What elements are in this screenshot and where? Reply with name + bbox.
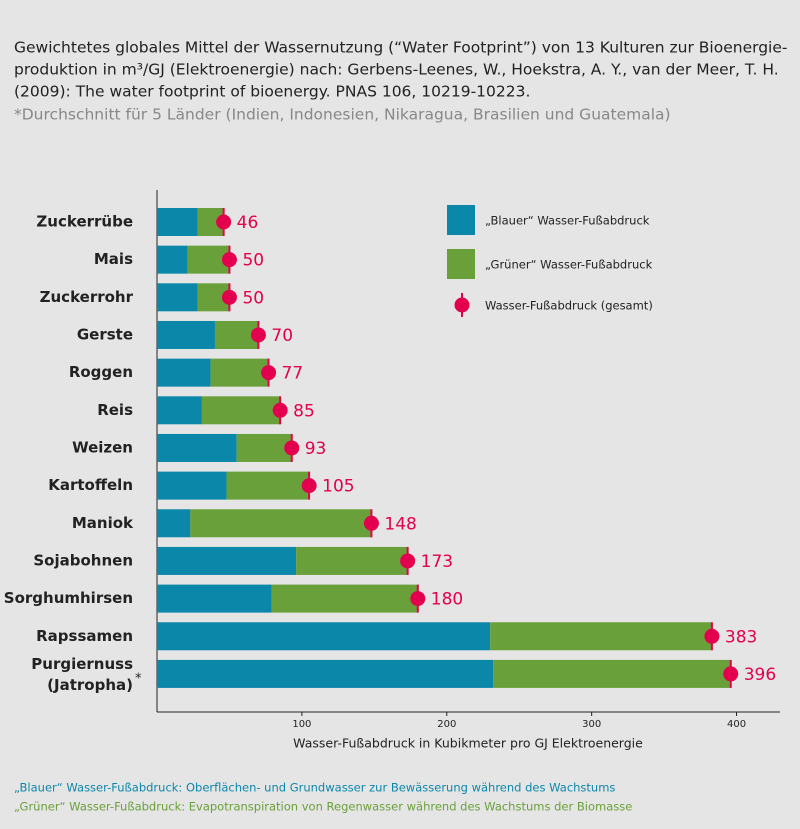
legend-swatch: [447, 205, 475, 235]
total-label: 70: [271, 326, 293, 346]
category-label: Zuckerrübe: [36, 213, 133, 231]
legend-label: „Blauer“ Wasser-Fußabdruck: [485, 214, 650, 228]
total-label: 396: [744, 665, 776, 685]
blue-bar: [157, 546, 297, 575]
green-bar: [226, 471, 310, 500]
total-label: 85: [293, 401, 315, 421]
total-label: 105: [322, 477, 354, 497]
total-label: 46: [237, 213, 259, 233]
total-marker: [301, 478, 317, 494]
title-line: (2009): The water footprint of bioenergy…: [14, 83, 530, 101]
total-label: 383: [725, 627, 757, 647]
green-bar: [271, 584, 418, 613]
total-marker: [221, 252, 237, 268]
total-label: 50: [242, 288, 264, 308]
blue-bar: [157, 358, 211, 387]
total-marker: [410, 591, 426, 607]
category-label: Sorghumhirsen: [4, 589, 133, 607]
category-label: Gerste: [77, 325, 133, 343]
legend-swatch: [447, 249, 475, 279]
title-line: produktion in m³/GJ (Elektroenergie) nac…: [14, 61, 779, 79]
footnote: „Blauer“ Wasser-Fußabdruck: Oberflächen-…: [14, 781, 615, 795]
green-bar: [490, 622, 712, 651]
category-note-marker: *: [135, 671, 142, 686]
blue-bar: [157, 433, 237, 462]
total-marker: [250, 327, 266, 343]
category-label: Reis: [97, 401, 133, 419]
title-line: Gewichtetes globales Mittel der Wassernu…: [14, 39, 788, 57]
green-bar: [493, 659, 731, 688]
x-axis-label: Wasser-Fußabdruck in Kubikmeter pro GJ E…: [293, 736, 643, 751]
green-bar: [201, 396, 281, 425]
x-tick-label: 100: [292, 719, 311, 730]
blue-bar: [157, 622, 491, 651]
green-bar: [210, 358, 269, 387]
blue-bar: [157, 396, 202, 425]
total-marker: [216, 214, 232, 230]
category-label: Zuckerrohr: [40, 288, 134, 306]
category-label: Purgiernuss (Jatropha): [31, 654, 133, 693]
total-marker: [221, 289, 237, 305]
category-label: Roggen: [69, 363, 133, 381]
total-marker: [272, 402, 288, 418]
blue-bar: [157, 208, 198, 236]
x-tick-label: 300: [582, 719, 601, 730]
blue-bar: [157, 245, 188, 274]
blue-bar: [157, 659, 494, 688]
total-marker: [400, 553, 416, 569]
blue-bar: [157, 509, 191, 538]
legend-label: Wasser-Fußabdruck (gesamt): [485, 299, 653, 313]
blue-bar: [157, 283, 198, 312]
category-label: Maniok: [72, 514, 134, 532]
total-label: 173: [421, 552, 453, 572]
category-label: Weizen: [72, 438, 133, 456]
total-marker: [261, 365, 277, 381]
total-label: 50: [242, 251, 264, 271]
category-label: Rapssamen: [36, 627, 133, 645]
category-label: Sojabohnen: [33, 551, 133, 569]
legend-marker: [454, 297, 470, 313]
category-label: Mais: [94, 250, 133, 268]
legend-label: „Grüner“ Wasser-Fußabdruck: [485, 258, 653, 272]
green-bar: [296, 546, 408, 575]
total-label: 180: [431, 590, 463, 610]
x-tick-label: 200: [437, 719, 456, 730]
total-label: 93: [305, 439, 327, 459]
total-marker: [284, 440, 300, 456]
x-tick-label: 400: [727, 719, 746, 730]
category-label: Kartoffeln: [48, 476, 133, 494]
total-marker: [723, 666, 739, 682]
blue-bar: [157, 584, 272, 613]
total-marker: [363, 515, 379, 531]
green-bar: [236, 433, 292, 462]
green-bar: [190, 509, 372, 538]
total-label: 148: [384, 514, 416, 534]
total-label: 77: [282, 364, 304, 384]
subtitle: *Durchschnitt für 5 Länder (Indien, Indo…: [14, 106, 671, 124]
blue-bar: [157, 320, 215, 349]
footnote: „Grüner“ Wasser-Fußabdruck: Evapotranspi…: [14, 800, 632, 814]
total-marker: [704, 628, 720, 644]
blue-bar: [157, 471, 227, 500]
